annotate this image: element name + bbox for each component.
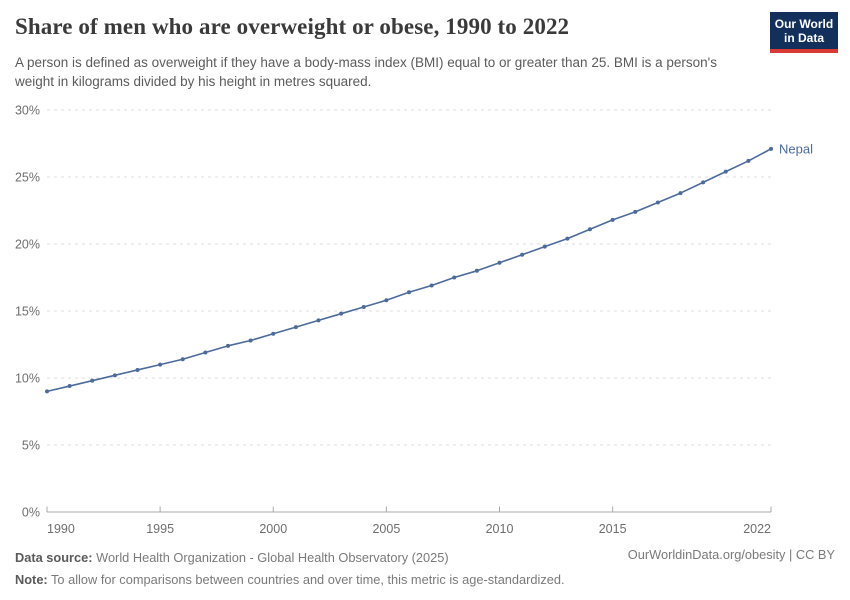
y-axis-label: 0%	[22, 506, 40, 520]
data-point[interactable]	[361, 304, 366, 309]
data-point[interactable]	[497, 260, 502, 265]
data-point[interactable]	[678, 191, 683, 196]
datasource-text: World Health Organization - Global Healt…	[96, 550, 449, 565]
data-point[interactable]	[90, 378, 95, 383]
data-point[interactable]	[316, 318, 321, 323]
series-end-label[interactable]: Nepal	[779, 141, 813, 156]
x-axis-label: 2015	[599, 522, 627, 536]
data-point[interactable]	[226, 343, 230, 348]
data-point[interactable]	[407, 290, 411, 295]
x-axis-label: 1995	[146, 522, 174, 536]
data-point[interactable]	[565, 236, 570, 241]
footer-datasource-row: Data source: World Health Organization -…	[15, 547, 565, 569]
footer-notes: Data source: World Health Organization -…	[15, 547, 565, 591]
x-axis-label: 2022	[743, 522, 771, 536]
data-point[interactable]	[203, 350, 208, 355]
data-point[interactable]	[384, 298, 389, 303]
line-chart: 0% 5% 10% 15% 20% 25% 30% 1990 1995 2000 2005 2010 2…	[15, 104, 813, 537]
data-point[interactable]	[158, 362, 163, 367]
owid-logo-line2: in Data	[783, 31, 824, 45]
x-axis-label: 2010	[486, 522, 514, 536]
data-point[interactable]	[542, 244, 547, 249]
data-point[interactable]	[769, 146, 773, 151]
x-axis-label: 1990	[47, 522, 75, 536]
footer-note-row: Note: To allow for comparisons between c…	[15, 569, 565, 591]
note-text: To allow for comparisons between countri…	[51, 572, 565, 587]
footer-license-link[interactable]: OurWorldinData.org/obesity | CC BY	[627, 547, 835, 562]
y-axis-label: 25%	[15, 171, 40, 185]
data-point[interactable]	[655, 200, 660, 205]
chart-canvas: 0% 5% 10% 15% 20% 25% 30% 1990 1995 2000 2005 2010 2…	[0, 95, 850, 540]
data-point[interactable]	[67, 384, 72, 389]
data-point[interactable]	[701, 180, 706, 185]
data-point[interactable]	[339, 311, 344, 316]
data-point[interactable]	[746, 158, 751, 163]
chart-subtitle: A person is defined as overweight if the…	[15, 55, 717, 90]
owid-logo-line1: Our World	[774, 17, 834, 31]
y-axis-label: 30%	[15, 104, 40, 118]
data-point[interactable]	[135, 367, 140, 372]
data-point[interactable]	[520, 252, 525, 257]
data-point[interactable]	[474, 268, 479, 273]
data-point[interactable]	[248, 338, 253, 343]
data-point[interactable]	[588, 227, 592, 232]
data-point[interactable]	[180, 357, 185, 362]
data-point[interactable]	[610, 217, 615, 222]
data-point[interactable]	[271, 331, 276, 336]
data-point[interactable]	[429, 283, 434, 288]
data-point[interactable]	[293, 325, 298, 330]
page-title: Share of men who are overweight or obese…	[15, 14, 570, 39]
y-axis-label: 15%	[15, 305, 40, 319]
owid-logo[interactable]: Our World in Data	[770, 12, 838, 53]
data-point[interactable]	[633, 209, 638, 214]
note-label: Note:	[15, 572, 48, 587]
y-axis-label: 10%	[15, 372, 40, 386]
y-axis-label: 5%	[22, 439, 40, 453]
datasource-label: Data source:	[15, 550, 93, 565]
data-point[interactable]	[452, 275, 457, 280]
data-line-nepal[interactable]	[46, 148, 772, 393]
data-point[interactable]	[112, 373, 117, 378]
x-axis-label: 2000	[259, 522, 287, 536]
data-point[interactable]	[45, 389, 49, 394]
data-point[interactable]	[723, 169, 728, 174]
x-axis-label: 2005	[372, 522, 400, 536]
y-axis-label: 20%	[15, 238, 40, 252]
